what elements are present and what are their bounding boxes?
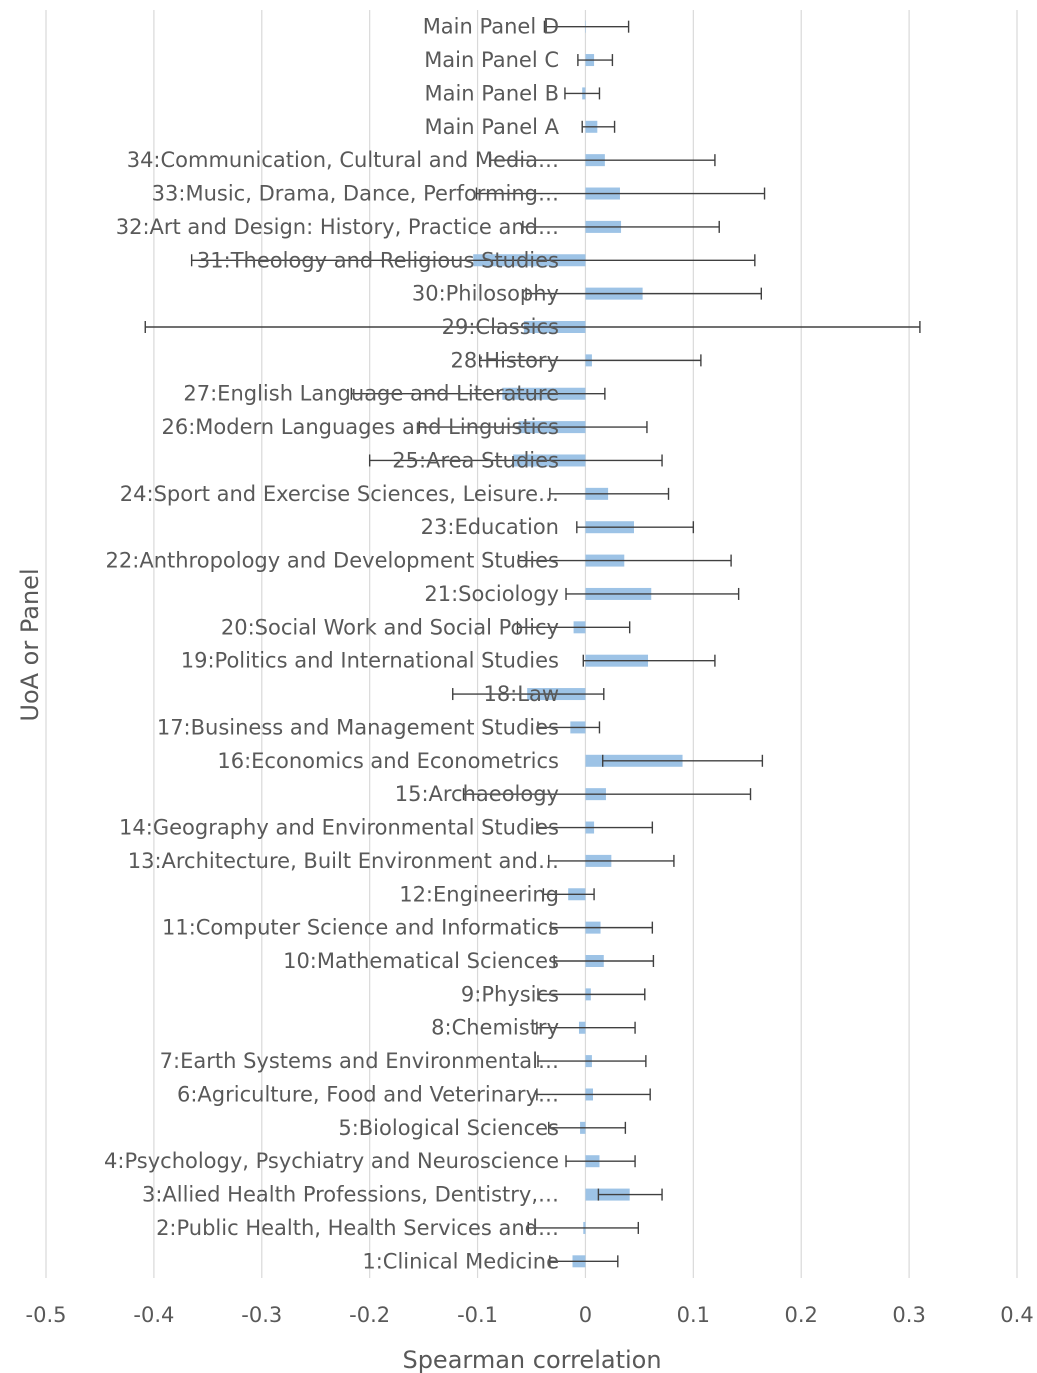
x-tick-label: 0.3	[892, 1303, 925, 1327]
category-label: 16:Economics and Econometrics	[217, 749, 559, 773]
category-label: 13:Architecture, Built Environment and…	[128, 849, 559, 873]
x-tick-label: 0	[579, 1303, 592, 1327]
category-label: 30:Philosophy	[412, 282, 559, 306]
category-label: 7:Earth Systems and Environmental…	[160, 1049, 559, 1073]
category-label: 8:Chemistry	[431, 1016, 559, 1040]
category-label: 5:Biological Sciences	[338, 1116, 559, 1140]
category-label: 15:Archaeology	[395, 782, 559, 806]
category-label: 19:Politics and International Studies	[181, 649, 559, 673]
category-label: 27:English Language and Literature	[183, 382, 559, 406]
x-tick-label: -0.1	[457, 1303, 498, 1327]
category-label: 17:Business and Management Studies	[157, 715, 559, 739]
category-label: Main Panel B	[424, 81, 559, 105]
category-label: 12:Engineering	[399, 882, 559, 906]
x-tick-label: -0.4	[133, 1303, 174, 1327]
x-tick-label: -0.3	[241, 1303, 282, 1327]
category-label: 24:Sport and Exercise Sciences, Leisure…	[120, 482, 559, 506]
category-label: 10:Mathematical Sciences	[283, 949, 559, 973]
category-label: 11:Computer Science and Informatics	[162, 916, 559, 940]
category-label: 9:Physics	[461, 982, 559, 1006]
category-label: 2:Public Health, Health Services and…	[156, 1216, 559, 1240]
category-label: 32:Art and Design: History, Practice and…	[116, 215, 559, 239]
category-label: 21:Sociology	[424, 582, 559, 606]
category-label: Main Panel A	[424, 115, 559, 139]
x-tick-labels: -0.5 -0.4 -0.3 -0.2 -0.1 0 0.1 0.2 0.3 0.4	[26, 1303, 1034, 1327]
category-label: 29:Classics	[442, 315, 559, 339]
category-label: 14:Geography and Environmental Studies	[119, 816, 559, 840]
category-label: 23:Education	[421, 515, 559, 539]
category-label: 33:Music, Drama, Dance, Performing…	[152, 182, 559, 206]
category-label: 20:Social Work and Social Policy	[221, 615, 559, 639]
category-label: 1:Clinical Medicine	[362, 1249, 559, 1273]
category-label: 34:Communication, Cultural and Media…	[127, 148, 559, 172]
category-label: 18:Law	[483, 682, 559, 706]
y-axis-title: UoA or Panel	[16, 568, 44, 721]
category-label: 4:Psychology, Psychiatry and Neuroscienc…	[104, 1149, 559, 1173]
category-label: 6:Agriculture, Food and Veterinary…	[177, 1082, 559, 1106]
category-label: 25:Area Studies	[392, 448, 559, 472]
category-label: Main Panel C	[424, 48, 559, 72]
category-label: 31:Theology and Religious Studies	[197, 248, 559, 272]
x-tick-label: -0.5	[26, 1303, 67, 1327]
category-label: 3:Allied Health Professions, Dentistry,…	[142, 1183, 559, 1207]
x-tick-label: -0.2	[349, 1303, 390, 1327]
x-tick-label: 0.1	[677, 1303, 710, 1327]
category-label: 28:History	[450, 348, 559, 372]
bars	[473, 20, 683, 1268]
error-bars	[144, 20, 921, 1268]
x-tick-label: 0.4	[1000, 1303, 1033, 1327]
category-label: Main Panel D	[423, 15, 559, 39]
category-label: 26:Modern Languages and Linguistics	[161, 415, 559, 439]
category-label: 22:Anthropology and Development Studies	[106, 549, 559, 573]
x-axis-title: Spearman correlation	[402, 1346, 661, 1373]
x-tick-label: 0.2	[785, 1303, 818, 1327]
category-labels: Main Panel D Main Panel C Main Panel B Main…	[104, 15, 560, 1274]
